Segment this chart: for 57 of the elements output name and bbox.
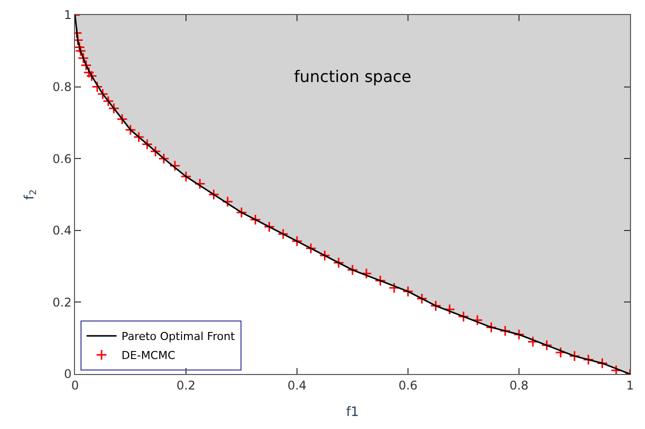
point	[568, 350, 580, 362]
y-tick-label: 0.6	[52, 152, 72, 166]
x-tick-label: 0.2	[176, 378, 196, 392]
point	[291, 236, 303, 247]
point	[388, 282, 400, 294]
point	[194, 178, 206, 190]
point	[332, 257, 344, 268]
point	[444, 304, 456, 316]
point	[472, 314, 484, 326]
point	[346, 264, 358, 276]
annotation: function space	[294, 67, 412, 86]
point	[250, 214, 262, 226]
point	[208, 188, 220, 200]
point	[236, 206, 248, 218]
point	[264, 221, 275, 232]
point	[596, 358, 608, 369]
point	[222, 196, 234, 208]
point	[458, 310, 470, 322]
legend-label: DE-MCMC	[122, 349, 176, 362]
point	[158, 152, 170, 164]
y-tick-label: 0.4	[52, 224, 72, 238]
point	[116, 113, 128, 125]
x-axis-title: f1	[346, 405, 359, 420]
point	[305, 242, 317, 254]
point	[124, 124, 136, 136]
point	[180, 170, 192, 182]
point	[319, 250, 330, 262]
point	[150, 146, 162, 158]
point	[416, 292, 428, 304]
point	[541, 340, 552, 351]
x-tick-label: 0.8	[509, 378, 529, 392]
point	[486, 322, 497, 333]
x-tick-label: 1	[626, 378, 634, 392]
point	[582, 354, 594, 366]
point	[86, 70, 98, 82]
y-tick-label: 0.2	[52, 295, 72, 310]
point	[527, 336, 539, 348]
x-tick-label: 0.4	[287, 378, 307, 392]
y-tick-label: 0	[64, 367, 72, 382]
point	[554, 346, 566, 358]
point	[374, 275, 386, 286]
line-series	[75, 15, 630, 374]
point	[499, 325, 511, 337]
point	[513, 328, 525, 340]
y-tick-label: 1	[64, 8, 72, 22]
x-tick-label: 0.6	[398, 378, 418, 392]
point	[402, 286, 414, 298]
point	[430, 300, 442, 312]
point	[142, 138, 153, 150]
point	[75, 42, 86, 53]
point	[610, 364, 622, 374]
y-tick-label: 0.8	[52, 80, 72, 94]
point	[277, 228, 289, 240]
point	[360, 268, 372, 280]
legend-label: Pareto Optimal Front	[122, 330, 236, 344]
point	[169, 160, 181, 172]
point	[133, 131, 144, 143]
